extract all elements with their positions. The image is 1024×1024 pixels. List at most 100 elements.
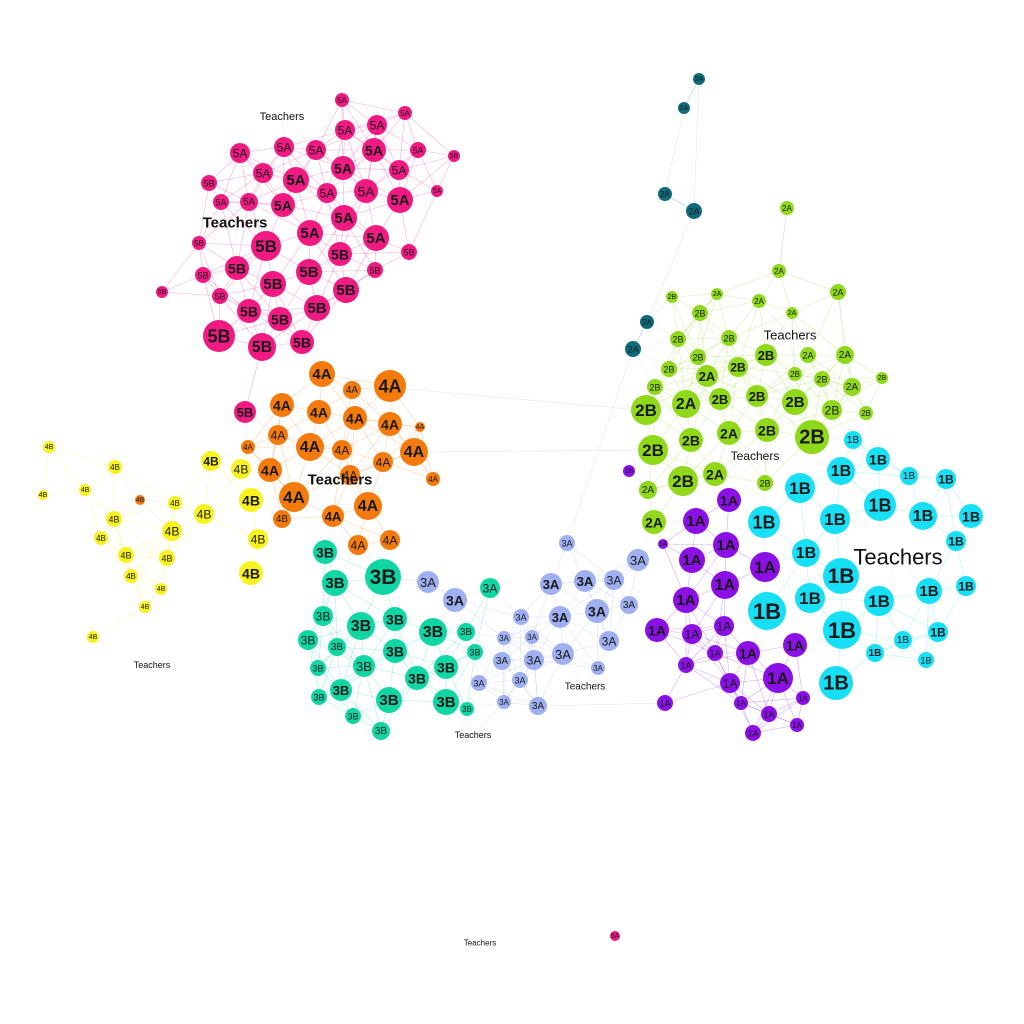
node-label: 5B — [450, 153, 459, 160]
node-circle — [239, 561, 263, 585]
node-label: 1B — [824, 510, 846, 529]
node-circle — [795, 583, 825, 613]
node-label: 3A — [607, 574, 622, 588]
node-3a: 3A — [512, 672, 528, 688]
edge — [566, 348, 634, 544]
node-circle — [378, 412, 402, 436]
node-5a: 5A — [317, 183, 337, 203]
node-label: 4B — [234, 463, 249, 477]
node-label: 3A — [499, 634, 509, 643]
node-circle — [290, 330, 314, 354]
node-label: 3A — [499, 698, 509, 707]
node-label: 5B — [331, 247, 349, 263]
edge — [413, 449, 654, 453]
node-circle — [796, 691, 810, 705]
node-label: 5B — [369, 266, 380, 276]
node-label: 3A — [483, 582, 498, 596]
node-label: 4A — [376, 456, 391, 470]
node-circle — [822, 400, 842, 420]
node-label: 4B — [89, 634, 98, 641]
node-circle — [258, 458, 282, 482]
node-5a: 5A — [398, 106, 412, 120]
node-circle — [591, 661, 605, 675]
node-circle — [333, 277, 359, 303]
edge — [48, 446, 116, 468]
node-label: 5B — [271, 312, 289, 328]
node-label: 1B — [868, 496, 891, 516]
node-label: 3B — [301, 634, 316, 648]
node-4a: 4A — [400, 438, 428, 466]
node-4b: 4B — [87, 631, 99, 643]
edge — [671, 293, 718, 298]
node-4a: 4A — [270, 393, 294, 417]
node-circle — [610, 931, 620, 941]
edge — [519, 616, 522, 681]
node-circle — [380, 530, 400, 550]
node-circle — [230, 143, 250, 163]
node-label: 4A — [271, 429, 286, 443]
node-circle — [552, 643, 574, 665]
node-label: 2A — [839, 350, 852, 361]
node-circle — [745, 725, 761, 741]
node-4b: 4B — [94, 531, 108, 545]
node-label: 5B — [158, 289, 167, 296]
node-label: 5B — [263, 276, 282, 293]
node-1a: 1A — [796, 691, 810, 705]
node-circle — [900, 467, 918, 485]
node-label: 3A — [552, 610, 569, 625]
node-3a: 3A — [552, 643, 574, 665]
node-label: 2A — [680, 105, 689, 112]
edge — [161, 291, 221, 297]
teachers-label: Teachers — [853, 545, 942, 570]
node-label: 5B — [237, 405, 254, 420]
node-2b: 2B — [679, 428, 703, 452]
node-label: 3B — [316, 545, 334, 561]
node-3a: 3A — [497, 631, 511, 645]
node-5b: 5B — [290, 330, 314, 354]
node-label: 4A — [416, 424, 425, 431]
node-label: 4B — [242, 493, 260, 509]
node-circle — [343, 406, 367, 430]
node-circle — [400, 438, 428, 466]
node-circle — [43, 441, 55, 453]
edge — [697, 354, 767, 358]
node-circle — [788, 367, 802, 381]
node-circle — [946, 531, 966, 551]
node-1a: 1A — [736, 641, 760, 665]
edge — [198, 242, 221, 297]
node-3a: 3A — [524, 650, 544, 670]
node-5a: 5A — [389, 160, 409, 180]
node-2a: 2A — [836, 346, 854, 364]
node-label: 3B — [347, 712, 358, 722]
node-circle — [401, 244, 417, 260]
node-1b: 1B — [827, 457, 855, 485]
node-label: 4A — [300, 439, 321, 456]
edge — [791, 312, 846, 356]
node-5b: 5B — [203, 320, 235, 352]
edge — [478, 637, 505, 684]
node-label: 1B — [930, 626, 946, 640]
node-3a: 3A — [540, 573, 562, 595]
node-5b: 5B — [234, 401, 256, 423]
node-label: 4A — [243, 443, 253, 452]
node-circle — [79, 484, 91, 496]
node-label: 4B — [136, 497, 145, 504]
node-3a: 3A — [585, 599, 609, 623]
node-1b: 1B — [866, 644, 884, 662]
edge — [677, 338, 739, 368]
edge — [100, 537, 168, 559]
node-circle — [296, 433, 324, 461]
node-1a: 1A — [750, 552, 780, 582]
node-3b: 3B — [419, 618, 447, 646]
edge — [125, 554, 162, 590]
node-label: 1A — [680, 661, 691, 671]
node-label: 3A — [446, 593, 464, 609]
node-label: 2B — [663, 365, 674, 375]
node-circle — [251, 231, 281, 261]
node-circle — [363, 225, 389, 251]
edge — [466, 651, 476, 710]
edge — [113, 466, 116, 520]
node-circle — [268, 425, 288, 445]
node-label: 3A — [532, 701, 545, 712]
node-label: 3A — [602, 635, 617, 649]
